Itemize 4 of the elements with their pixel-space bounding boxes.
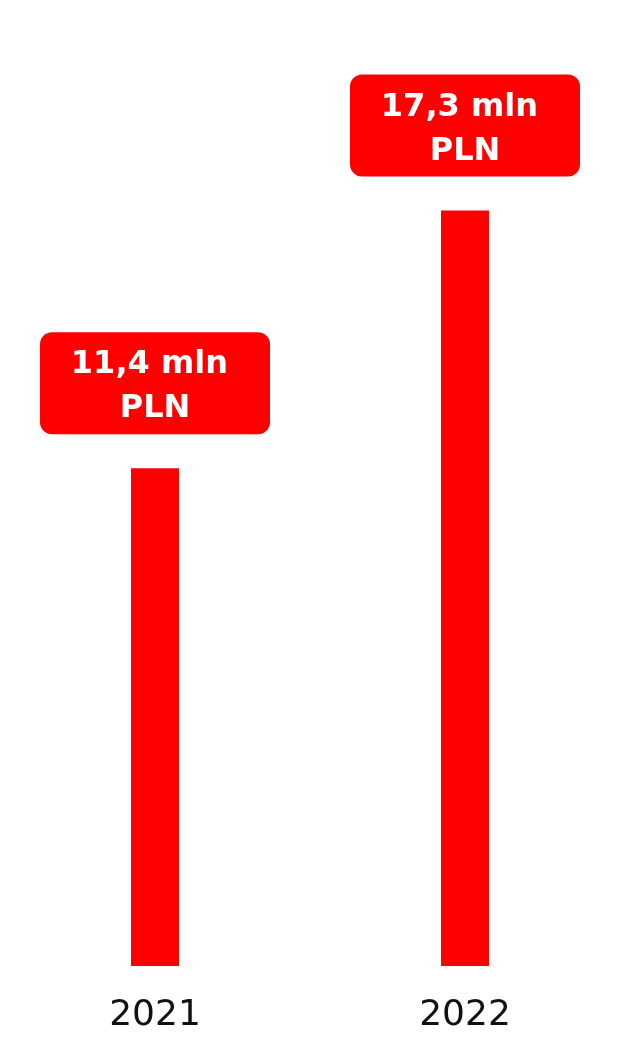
data-label: 17,3 mln PLN	[380, 85, 550, 168]
x-tick-label: 2021	[109, 991, 201, 1033]
x-tick-label: 2022	[419, 991, 511, 1033]
data-label: 11,4 mln PLN	[70, 343, 240, 426]
